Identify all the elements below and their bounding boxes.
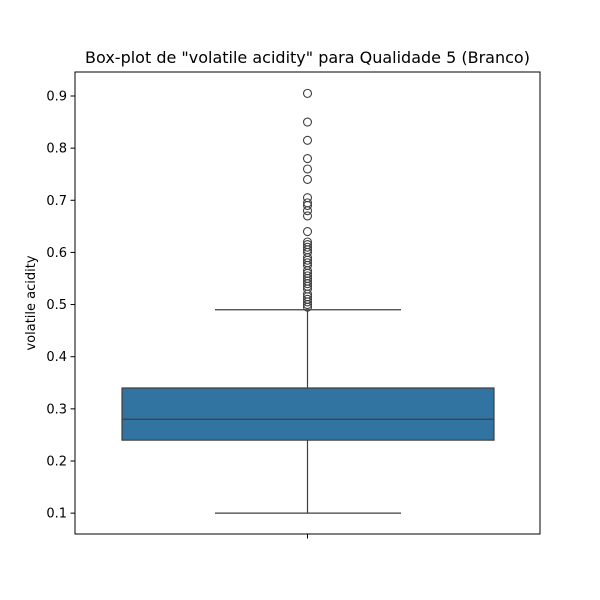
plot-area	[74, 71, 541, 535]
outlier-points	[302, 88, 313, 312]
outlier-point	[302, 198, 313, 208]
outlier-point	[302, 174, 313, 184]
y-axis: 0.1 0.2 0.3 0.4 0.5 0.6 0.7 0.8 0.9	[46, 89, 75, 522]
outlier-point	[302, 211, 313, 221]
outlier-point	[302, 117, 313, 127]
outlier-point	[302, 227, 313, 237]
y-tick-label: 0.4	[46, 350, 67, 365]
outlier-point	[302, 164, 313, 174]
y-tick-label: 0.6	[46, 246, 67, 261]
box-plot	[121, 309, 495, 514]
y-tick-label: 0.2	[46, 454, 67, 469]
y-tick-label: 0.9	[46, 89, 67, 104]
outlier-point	[302, 242, 313, 252]
y-tick-label: 0.1	[46, 507, 67, 522]
y-tick-label: 0.8	[46, 142, 67, 157]
outlier-point	[302, 240, 313, 250]
outlier-point	[302, 237, 313, 247]
outlier-point	[302, 193, 313, 203]
outlier-point	[302, 294, 313, 304]
interquartile-box	[121, 387, 495, 441]
outlier-point	[302, 154, 313, 164]
outlier-point	[302, 258, 313, 268]
y-axis-label: volatile acidity	[24, 255, 39, 350]
outlier-point	[302, 135, 313, 145]
y-tick-label: 0.7	[46, 194, 67, 209]
y-tick-label: 0.5	[46, 298, 67, 313]
outlier-point	[302, 271, 313, 281]
outlier-point	[302, 88, 313, 98]
y-tick-label: 0.3	[46, 402, 67, 417]
chart-title: Box-plot de "volatile acidity" para Qual…	[85, 48, 530, 67]
